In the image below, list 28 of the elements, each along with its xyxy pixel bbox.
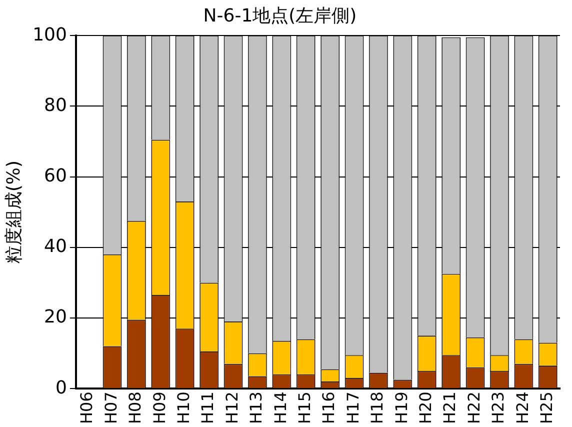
- x-tick-label: H19: [392, 392, 411, 424]
- x-tick-label: H12: [222, 392, 242, 424]
- y-tick-label: 20: [44, 306, 67, 328]
- x-tick-label: H15: [295, 392, 314, 424]
- x-tick-label: H25: [537, 392, 556, 424]
- x-tick-label: H13: [246, 392, 266, 424]
- x-tick-label: H22: [464, 392, 484, 424]
- x-tick-label: H16: [319, 392, 338, 424]
- x-tick-label: H21: [440, 392, 460, 424]
- x-tick-label: H23: [488, 392, 508, 424]
- y-tick-label: 40: [44, 236, 67, 258]
- x-tick-label: H20: [416, 392, 436, 424]
- x-tick-label: H06: [77, 392, 96, 424]
- x-tick-label: H24: [512, 392, 532, 424]
- x-tick-label: H17: [343, 392, 362, 424]
- x-tick-label: H11: [198, 392, 218, 424]
- x-tick-label: H09: [150, 392, 169, 424]
- x-tick-label: H07: [101, 392, 120, 424]
- x-tick-label: H14: [270, 392, 290, 424]
- chart-title: N-6-1地点(左岸側): [203, 5, 357, 26]
- x-tick-label: H18: [368, 392, 387, 424]
- y-axis-title: 粒度組成(%): [3, 160, 24, 264]
- y-tick-label: 60: [44, 165, 67, 186]
- x-tick-label: H10: [174, 392, 194, 424]
- y-tick-label: 80: [44, 94, 67, 116]
- x-tick-label: H08: [126, 392, 145, 424]
- y-tick-label: 100: [32, 24, 67, 46]
- y-tick-label: 0: [56, 377, 67, 398]
